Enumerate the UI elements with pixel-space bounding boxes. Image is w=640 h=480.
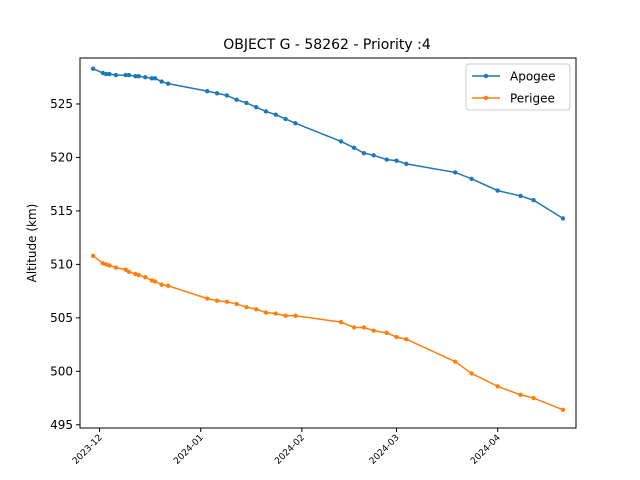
data-point-perigee xyxy=(453,359,458,364)
series-perigee xyxy=(90,253,566,413)
y-tick-label: 515 xyxy=(50,204,73,218)
legend: Apogee Perigee xyxy=(465,63,571,111)
data-point-apogee xyxy=(469,176,474,182)
y-tick-label: 505 xyxy=(50,311,73,325)
data-point-apogee xyxy=(351,145,357,151)
data-point-perigee xyxy=(531,395,536,401)
data-point-perigee xyxy=(338,319,344,325)
data-point-perigee xyxy=(293,313,298,318)
data-point-apogee xyxy=(149,76,154,81)
data-point-perigee xyxy=(254,307,259,312)
data-point-apogee xyxy=(113,72,119,78)
y-tick-label: 500 xyxy=(50,364,73,378)
data-point-apogee xyxy=(224,93,230,98)
data-point-perigee xyxy=(518,392,523,398)
data-point-perigee xyxy=(107,263,112,268)
data-point-apogee xyxy=(273,112,278,117)
series-layer xyxy=(90,66,566,413)
data-point-perigee xyxy=(560,407,566,413)
data-point-apogee xyxy=(90,66,96,71)
data-point-perigee xyxy=(113,265,119,270)
legend-label-apogee: Apogee xyxy=(510,70,556,84)
data-point-apogee xyxy=(214,91,220,96)
data-point-perigee xyxy=(214,298,220,303)
data-point-apogee xyxy=(205,88,210,94)
data-point-perigee xyxy=(136,272,141,278)
data-point-apogee xyxy=(371,153,376,158)
data-point-perigee xyxy=(495,384,500,389)
data-point-apogee xyxy=(531,198,536,203)
data-point-apogee xyxy=(103,71,109,77)
data-point-apogee xyxy=(518,193,523,199)
data-point-apogee xyxy=(293,121,298,126)
data-point-perigee xyxy=(351,325,357,330)
data-point-apogee xyxy=(159,79,164,84)
y-axis-label: Altitude (km) xyxy=(25,204,39,283)
y-tick-label: 525 xyxy=(50,97,73,111)
data-point-perigee xyxy=(126,269,132,275)
plot-area-frame xyxy=(79,57,577,429)
data-point-apogee xyxy=(453,170,458,175)
data-point-apogee xyxy=(123,72,128,78)
data-point-apogee xyxy=(234,97,239,102)
data-point-perigee xyxy=(90,253,96,259)
data-point-perigee xyxy=(244,304,249,310)
data-point-perigee xyxy=(371,328,376,333)
legend-marker-perigee xyxy=(483,95,489,101)
data-point-apogee xyxy=(560,216,566,221)
data-point-perigee xyxy=(394,334,399,340)
data-point-apogee xyxy=(244,100,249,106)
y-tick-label: 510 xyxy=(50,257,73,271)
y-tick-label: 495 xyxy=(50,418,73,432)
data-point-perigee xyxy=(361,325,367,330)
data-point-perigee xyxy=(273,311,278,316)
data-point-apogee xyxy=(394,158,399,163)
data-point-perigee xyxy=(152,279,158,284)
data-point-apogee xyxy=(384,157,389,162)
data-point-perigee xyxy=(404,337,409,342)
data-point-apogee xyxy=(126,72,132,78)
y-tick-label: 520 xyxy=(50,150,73,164)
data-point-perigee xyxy=(165,283,171,288)
data-point-apogee xyxy=(263,109,269,114)
data-point-apogee xyxy=(143,75,148,80)
data-point-perigee xyxy=(234,301,239,307)
data-point-apogee xyxy=(254,104,259,110)
data-point-perigee xyxy=(123,267,128,272)
data-point-perigee xyxy=(224,299,230,305)
data-point-perigee xyxy=(159,282,164,287)
series-apogee xyxy=(90,66,566,221)
data-point-perigee xyxy=(469,371,474,376)
chart-title: OBJECT G - 58262 - Priority :4 xyxy=(223,37,431,53)
data-point-perigee xyxy=(283,313,288,318)
data-point-apogee xyxy=(361,150,367,156)
data-point-apogee xyxy=(338,139,344,144)
data-point-apogee xyxy=(136,73,141,79)
data-point-apogee xyxy=(107,71,112,77)
data-point-perigee xyxy=(263,310,269,315)
data-point-apogee xyxy=(283,116,288,122)
legend-marker-apogee xyxy=(483,73,489,79)
data-point-apogee xyxy=(152,76,158,81)
legend-label-perigee: Perigee xyxy=(510,92,555,106)
data-point-perigee xyxy=(143,275,148,280)
data-point-perigee xyxy=(384,330,389,336)
data-point-apogee xyxy=(404,161,409,167)
data-point-apogee xyxy=(133,73,138,79)
y-axis: 495 500 505 510 515 520 525 xyxy=(50,97,80,432)
data-point-apogee xyxy=(165,81,171,86)
data-point-apogee xyxy=(495,188,500,193)
data-point-perigee xyxy=(205,296,210,301)
